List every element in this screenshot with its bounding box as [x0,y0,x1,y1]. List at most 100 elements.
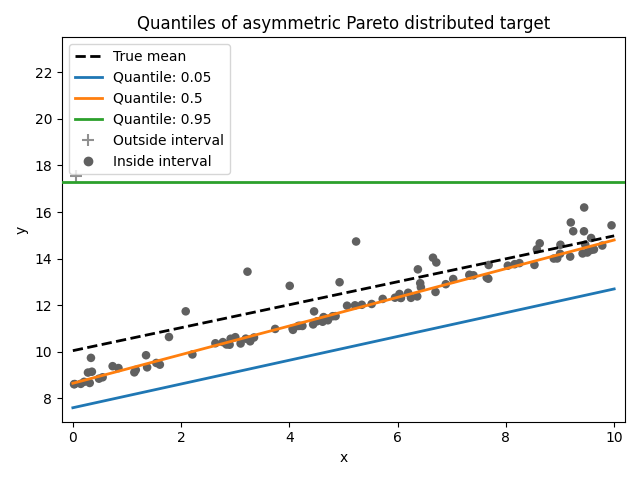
Quantile: 0.5: (0, 8.65): 0.5: (0, 8.65) [69,381,77,386]
Inside interval [413,265,423,273]
Inside interval [403,289,413,297]
Inside interval [430,288,440,296]
Inside interval [131,366,141,374]
Inside interval [586,234,596,242]
Inside interval [529,261,540,269]
Inside interval [580,241,590,249]
Inside interval [76,380,86,388]
Quantile: 0.5: (10, 14.8): 0.5: (10, 14.8) [611,237,618,243]
Inside interval [298,322,308,330]
Inside interval [532,245,542,253]
Quantile: 0.05: (0, 7.6): 0.05: (0, 7.6) [69,405,77,410]
Inside interval [113,364,124,372]
Inside interval [230,333,241,341]
X-axis label: x: x [339,451,348,465]
Inside interval [350,301,360,309]
Inside interval [589,246,599,253]
Inside interval [319,313,329,321]
Quantile: 0.5: (5.92, 12.3): 0.5: (5.92, 12.3) [390,296,397,301]
Inside interval [294,322,305,330]
Inside interval [390,294,400,301]
Inside interval [288,326,298,334]
Inside interval [356,301,367,309]
Legend: True mean, Quantile: 0.05, Quantile: 0.5, Quantile: 0.95, Outside interval, Insi: True mean, Quantile: 0.05, Quantile: 0.5… [69,44,230,174]
Inside interval [416,283,426,291]
Inside interval [225,341,235,348]
Inside interval [534,240,545,247]
Inside interval [323,316,333,324]
Inside interval [328,312,338,320]
Inside interval [396,294,406,301]
Inside interval [225,335,236,343]
Quantile: 0.05: (5.95, 10.6): 0.05: (5.95, 10.6) [391,334,399,340]
Inside interval [141,351,151,359]
Inside interval [129,369,140,376]
Inside interval [378,295,388,303]
Inside interval [97,373,108,381]
Inside interval [565,253,575,261]
Title: Quantiles of asymmetric Pareto distributed target: Quantiles of asymmetric Pareto distribut… [137,15,550,33]
Inside interval [79,378,89,385]
True mean [611,233,618,239]
Inside interval [428,254,438,262]
Quantile: 0.5: (9.06, 14.2): 0.5: (9.06, 14.2) [559,251,567,256]
True mean [559,244,567,250]
Inside interval [94,375,104,383]
Quantile: 0.05: (10, 12.7): 0.05: (10, 12.7) [611,286,618,292]
Inside interval [86,354,96,362]
Inside interval [465,272,475,279]
Line: Quantile: 0.05: Quantile: 0.05 [73,289,614,408]
Inside interval [335,278,345,286]
Inside interval [577,250,588,257]
Inside interval [552,254,563,262]
True mean [390,280,397,286]
Inside interval [270,325,280,333]
Inside interval [394,290,404,298]
Inside interval [586,246,596,254]
Quantile: 0.5: (8.43, 13.8): 0.5: (8.43, 13.8) [525,260,533,265]
Inside interval [249,334,259,341]
Inside interval [555,250,565,258]
Inside interval [406,294,416,301]
Inside interval [188,350,198,358]
Line: True mean: True mean [73,236,614,351]
Inside interval [293,322,303,330]
Quantile: 0.95: (0, 17.3): 0.95: (0, 17.3) [69,179,77,185]
Inside interval [287,324,298,332]
Inside interval [502,262,513,269]
Inside interval [482,274,492,281]
Outside interval [71,172,81,180]
Inside interval [245,337,255,345]
Inside interval [155,361,165,369]
Inside interval [70,380,80,388]
Inside interval [484,261,494,269]
Inside interval [330,312,340,320]
Inside interval [468,272,479,279]
Quantile: 0.05: (9.06, 12.2): 0.05: (9.06, 12.2) [559,297,567,303]
Inside interval [367,300,377,308]
Inside interval [582,249,593,256]
Inside interval [108,362,118,370]
Inside interval [211,339,221,347]
True mean [391,279,399,285]
Inside interval [568,228,579,235]
Inside interval [548,255,559,263]
Inside interval [308,321,318,328]
Inside interval [556,241,566,249]
Inside interval [483,275,493,283]
Inside interval [218,338,228,346]
Inside interval [69,381,79,388]
Inside interval [448,275,458,283]
Inside interval [312,317,323,325]
Inside interval [180,308,191,315]
Inside interval [236,340,246,348]
Inside interval [342,302,352,310]
Inside interval [579,228,589,235]
Quantile: 0.5: (5.95, 12.3): 0.5: (5.95, 12.3) [391,295,399,301]
Inside interval [320,314,330,322]
Inside interval [317,318,328,325]
Inside interval [515,259,525,267]
Quantile: 0.05: (5.92, 10.6): 0.05: (5.92, 10.6) [390,335,397,340]
Inside interval [142,363,152,371]
Inside interval [285,282,295,289]
